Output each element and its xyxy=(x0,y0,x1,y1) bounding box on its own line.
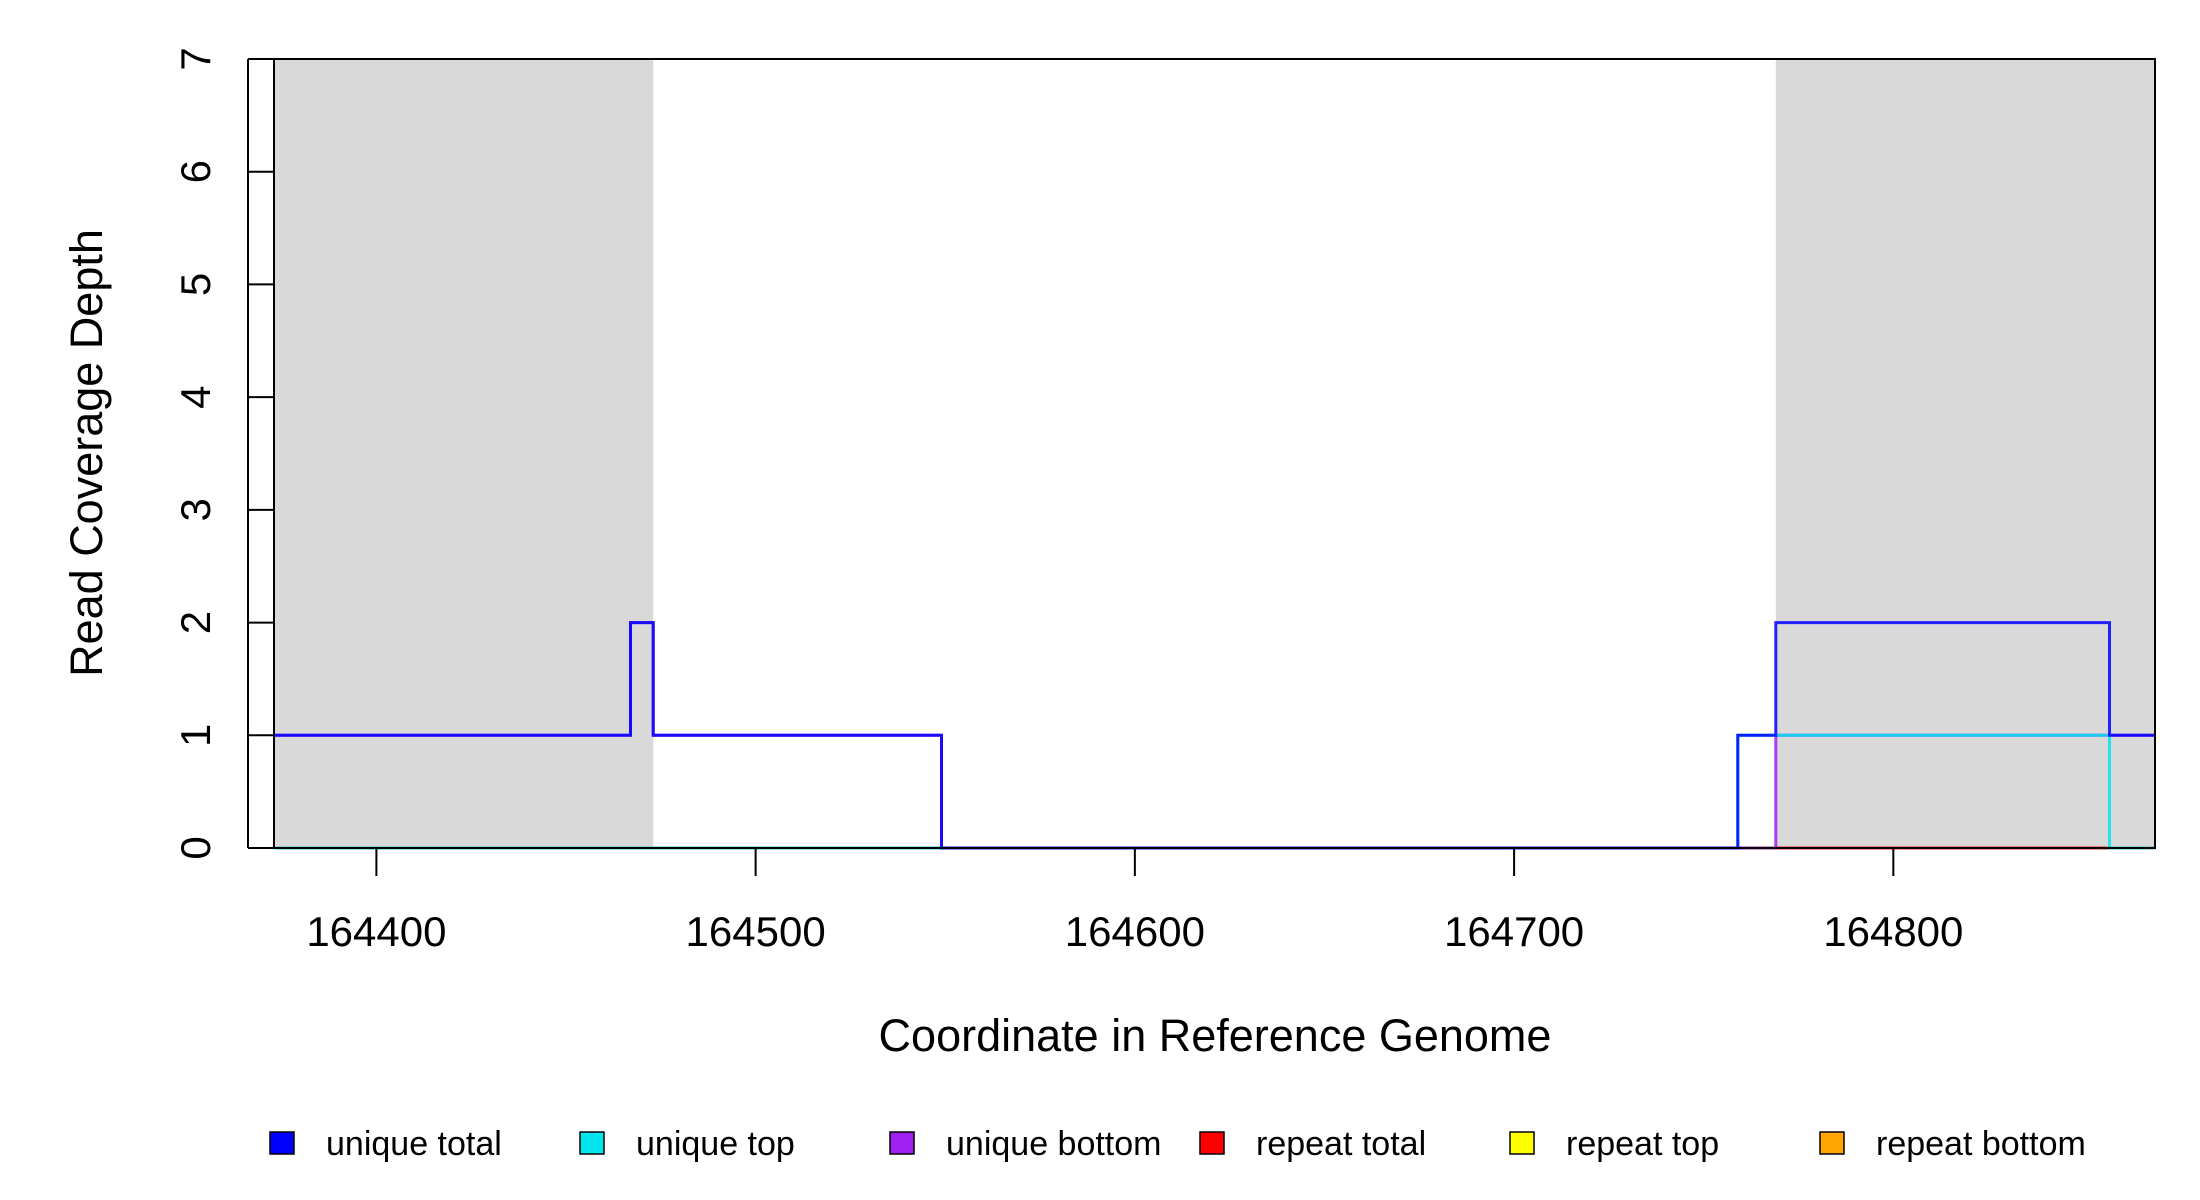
y-axis: 0 1 2 3 4 5 6 7 xyxy=(172,47,274,860)
x-tick-label: 164400 xyxy=(306,908,446,955)
legend-swatch-repeat-bottom xyxy=(1819,1131,1845,1155)
x-tick-label: 164800 xyxy=(1823,908,1963,955)
y-tick-label: 7 xyxy=(172,47,219,70)
y-tick-label: 1 xyxy=(172,724,219,747)
x-tick-label: 164700 xyxy=(1444,908,1584,955)
y-tick-label: 6 xyxy=(172,160,219,183)
legend-swatch-repeat-top xyxy=(1509,1131,1535,1155)
legend-label-unique-top: unique top xyxy=(636,1125,795,1163)
legend: unique total unique top unique bottom repea… xyxy=(269,1125,2086,1163)
legend-swatch-unique-top xyxy=(579,1131,605,1155)
shaded-region-1 xyxy=(274,59,654,848)
legend-label-repeat-total: repeat total xyxy=(1256,1125,1426,1163)
shaded-regions xyxy=(274,59,2155,848)
legend-label-repeat-top: repeat top xyxy=(1566,1125,1719,1163)
legend-swatch-repeat-total xyxy=(1199,1131,1225,1155)
y-axis-label: Read Coverage Depth xyxy=(61,229,112,677)
legend-label-unique-total: unique total xyxy=(326,1125,502,1163)
y-tick-label: 0 xyxy=(172,836,219,859)
shaded-region-2 xyxy=(1775,59,2155,848)
legend-swatch-unique-bottom xyxy=(889,1131,915,1155)
legend-label-repeat-bottom: repeat bottom xyxy=(1876,1125,2086,1163)
x-tick-label: 164500 xyxy=(686,908,826,955)
x-tick-label: 164600 xyxy=(1065,908,1205,955)
y-tick-label: 3 xyxy=(172,498,219,521)
y-tick-label: 5 xyxy=(172,273,219,296)
x-axis-label: Coordinate in Reference Genome xyxy=(879,1010,1552,1061)
legend-swatch-unique-total xyxy=(269,1131,295,1155)
y-tick-label: 2 xyxy=(172,611,219,634)
legend-label-unique-bottom: unique bottom xyxy=(946,1125,1162,1163)
x-axis: 164400 164500 164600 164700 164800 xyxy=(306,847,1963,955)
y-tick-label: 4 xyxy=(172,385,219,408)
